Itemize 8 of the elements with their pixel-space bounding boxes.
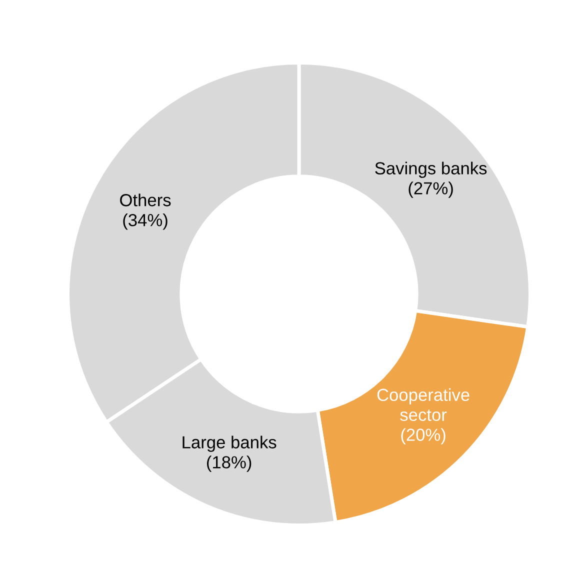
data-label: (20%) xyxy=(401,428,446,444)
data-label: (18%) xyxy=(207,456,252,472)
data-label: (27%) xyxy=(408,182,453,198)
slice-label: Savings banks xyxy=(375,162,487,178)
slice-label: Cooperative sector xyxy=(377,388,470,421)
data-label: (34%) xyxy=(123,214,168,230)
slice-label: Large banks xyxy=(182,436,276,452)
slice-label: Others xyxy=(120,194,171,206)
